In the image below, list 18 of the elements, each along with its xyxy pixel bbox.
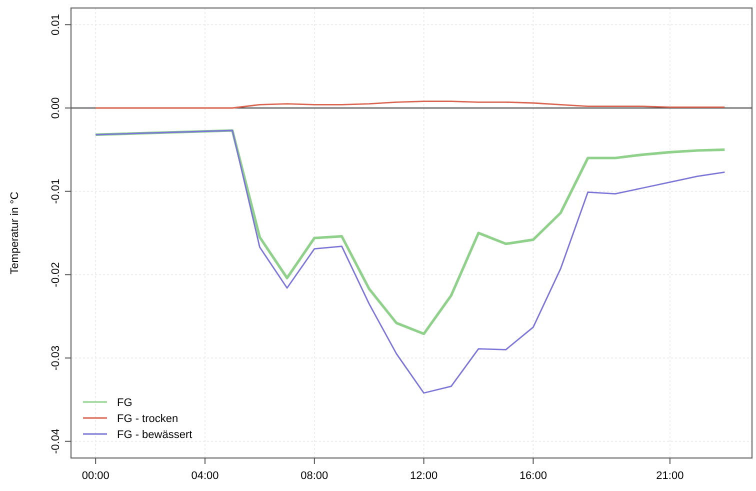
y-tick-label: -0.01 [50,178,62,204]
line-series [94,100,726,109]
y-tick-label: -0.02 [50,262,62,288]
y-tick-label: -0.04 [50,428,62,454]
legend-label: FG - bewässert [117,429,192,441]
x-tick-label: 16:00 [519,470,547,482]
x-tick-label: 12:00 [410,470,438,482]
line-series [94,130,726,394]
x-tick-label: 00:00 [82,470,110,482]
y-tick-label: 0.01 [50,14,62,36]
legend-label: FG [117,397,132,409]
x-tick-label: 21:00 [656,470,684,482]
y-tick-label: -0.03 [50,345,62,371]
legend-label: FG - trocken [117,413,178,425]
x-tick-label: 04:00 [191,470,219,482]
y-tick-label: 0.00 [50,97,62,119]
y-axis-title: Temperatur in °C [9,192,21,274]
x-tick-label: 08:00 [300,470,328,482]
